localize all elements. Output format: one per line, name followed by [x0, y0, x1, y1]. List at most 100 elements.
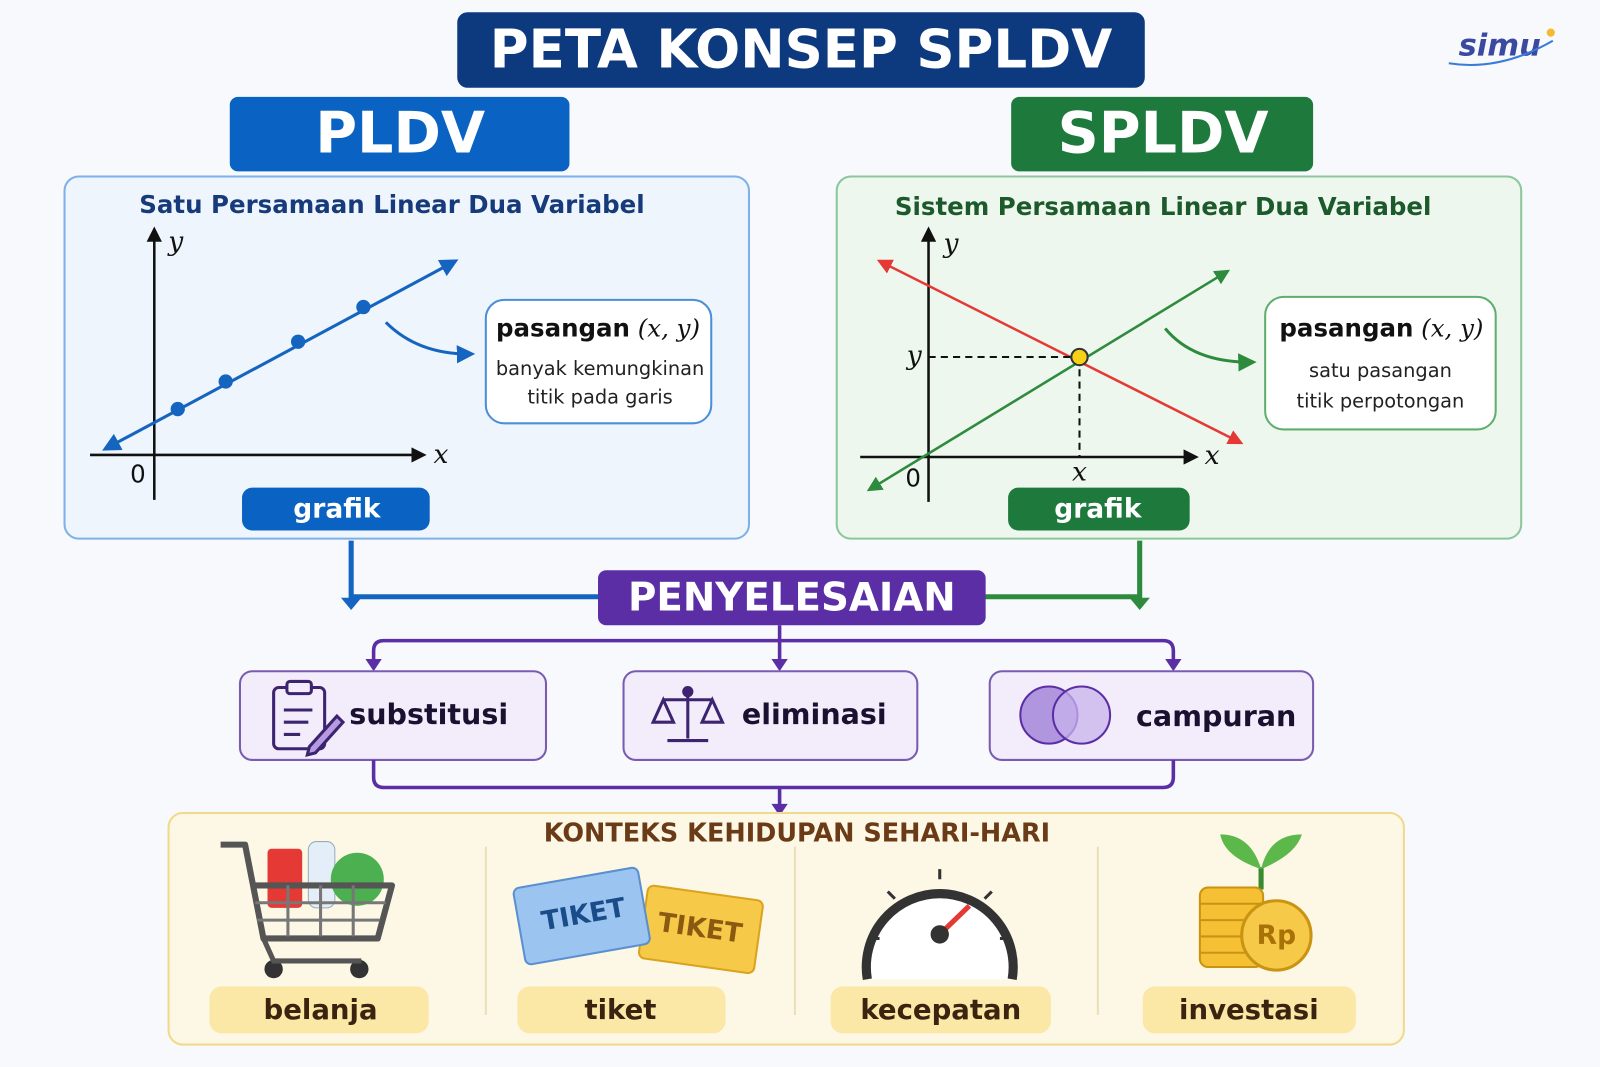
- callout-math: (x, y): [638, 313, 700, 342]
- item-pill: [517, 986, 726, 1034]
- solution-title: PENYELESAIAN: [628, 575, 956, 620]
- callout-box: [484, 298, 713, 425]
- grafik-label: grafik: [293, 494, 382, 525]
- callout-label: pasangan: [496, 313, 630, 342]
- callout-line: titik perpotongan: [1296, 389, 1464, 412]
- y-label: y: [167, 226, 184, 257]
- method-label: campuran: [1136, 699, 1296, 733]
- connector-green: [984, 540, 1143, 602]
- point: [218, 374, 233, 389]
- pldv-heading: PLDV: [315, 100, 485, 166]
- gauge-icon: [861, 869, 1018, 981]
- title-box: [457, 12, 1145, 88]
- pencil: [305, 713, 346, 757]
- cart-icon: [220, 841, 396, 979]
- greens: [330, 852, 384, 906]
- scale-pivot: [682, 686, 694, 698]
- spldv-heading: SPLDV: [1058, 100, 1269, 166]
- points: [170, 299, 371, 417]
- cart-base: [261, 937, 362, 964]
- merge-lines: [371, 759, 1176, 808]
- point-x-label: x: [1072, 456, 1087, 487]
- item-pill: [209, 986, 429, 1034]
- callout-title: pasangan (x, y): [496, 313, 700, 342]
- x-label: x: [1205, 440, 1220, 471]
- leaves: [1220, 834, 1302, 870]
- arrowhead: [1129, 597, 1150, 611]
- box: [267, 848, 303, 908]
- scale-pans: [650, 696, 725, 724]
- item-label: tiket: [584, 994, 656, 1026]
- origin-label: 0: [130, 459, 146, 488]
- gauge-ticks: [869, 869, 1011, 941]
- scale-frame: [663, 691, 713, 743]
- point-y-label: y: [906, 340, 923, 371]
- callout-label: pasangan: [1279, 313, 1413, 342]
- spldv-subtitle: Sistem Persamaan Linear Dua Variabel: [895, 192, 1431, 221]
- clip: [285, 679, 313, 696]
- item-pill: [1142, 986, 1356, 1034]
- pldv-heading-box: [229, 96, 570, 172]
- coin-lines: [1199, 902, 1264, 954]
- lines: [283, 708, 313, 736]
- line-green: [866, 269, 1231, 492]
- connector-blue: [348, 540, 603, 602]
- dividers: [484, 846, 1099, 1015]
- callout-line: satu pasangan: [1309, 359, 1452, 382]
- venn-icon: [1019, 685, 1112, 745]
- line: [102, 259, 459, 451]
- callout-arrow: [1164, 327, 1257, 372]
- callout-math: (x, y): [1421, 313, 1483, 342]
- callout-line: banyak kemungkinan: [496, 357, 704, 380]
- coins-icon: Rp: [1198, 834, 1313, 972]
- callout-title: pasangan (x, y): [1279, 313, 1483, 342]
- branch-arrows: [365, 658, 1182, 672]
- arrowhead: [340, 597, 362, 611]
- logo-dot: [1546, 28, 1555, 37]
- item-pill: [830, 986, 1051, 1034]
- venn-circle: [1051, 685, 1112, 745]
- grafik-label: grafik: [1054, 494, 1143, 525]
- x-label: x: [433, 439, 448, 470]
- grafik-button: [242, 487, 430, 531]
- gauge-hub: [930, 925, 949, 944]
- item-label: investasi: [1179, 994, 1319, 1026]
- origin-label: 0: [905, 463, 921, 492]
- point: [290, 334, 306, 349]
- scale-icon: [650, 686, 725, 743]
- item-label: kecepatan: [860, 994, 1021, 1026]
- logo-swoosh: [1448, 39, 1554, 66]
- context-title: KONTEKS KEHIDUPAN SEHARI-HARI: [544, 818, 1050, 848]
- wheel: [264, 959, 283, 979]
- callout-line: titik pada garis: [527, 385, 672, 408]
- title: PETA KONSEP SPLDV: [490, 19, 1113, 81]
- logo: simu: [1459, 28, 1541, 63]
- wheel: [350, 959, 369, 979]
- cart-grid: [255, 885, 386, 937]
- tickets-icon: TIKET TIKET: [512, 866, 764, 975]
- ticket-body: [512, 866, 651, 966]
- pldv-subtitle: Satu Persamaan Linear Dua Variabel: [139, 190, 644, 219]
- ticket: TIKET: [637, 884, 764, 975]
- clipboard-icon: [272, 679, 346, 757]
- merge-arrow: [771, 803, 788, 817]
- coin-text: Rp: [1257, 920, 1296, 951]
- method-label: eliminasi: [742, 697, 887, 731]
- spldv-heading-box: [1011, 96, 1314, 172]
- cart: [220, 841, 396, 942]
- solution-box: [598, 570, 986, 626]
- method-label: substitusi: [349, 697, 508, 731]
- coin: [1240, 899, 1313, 972]
- callout-arrow: [384, 321, 476, 364]
- point: [170, 401, 185, 417]
- intersection-point: [1070, 347, 1089, 367]
- callout-box: [1264, 295, 1497, 431]
- method-box: [622, 670, 919, 761]
- ticket: TIKET: [512, 866, 651, 966]
- context-panel: [167, 811, 1405, 1046]
- point: [356, 299, 371, 315]
- y-label: y: [942, 228, 959, 259]
- grafik-button: [1008, 487, 1190, 531]
